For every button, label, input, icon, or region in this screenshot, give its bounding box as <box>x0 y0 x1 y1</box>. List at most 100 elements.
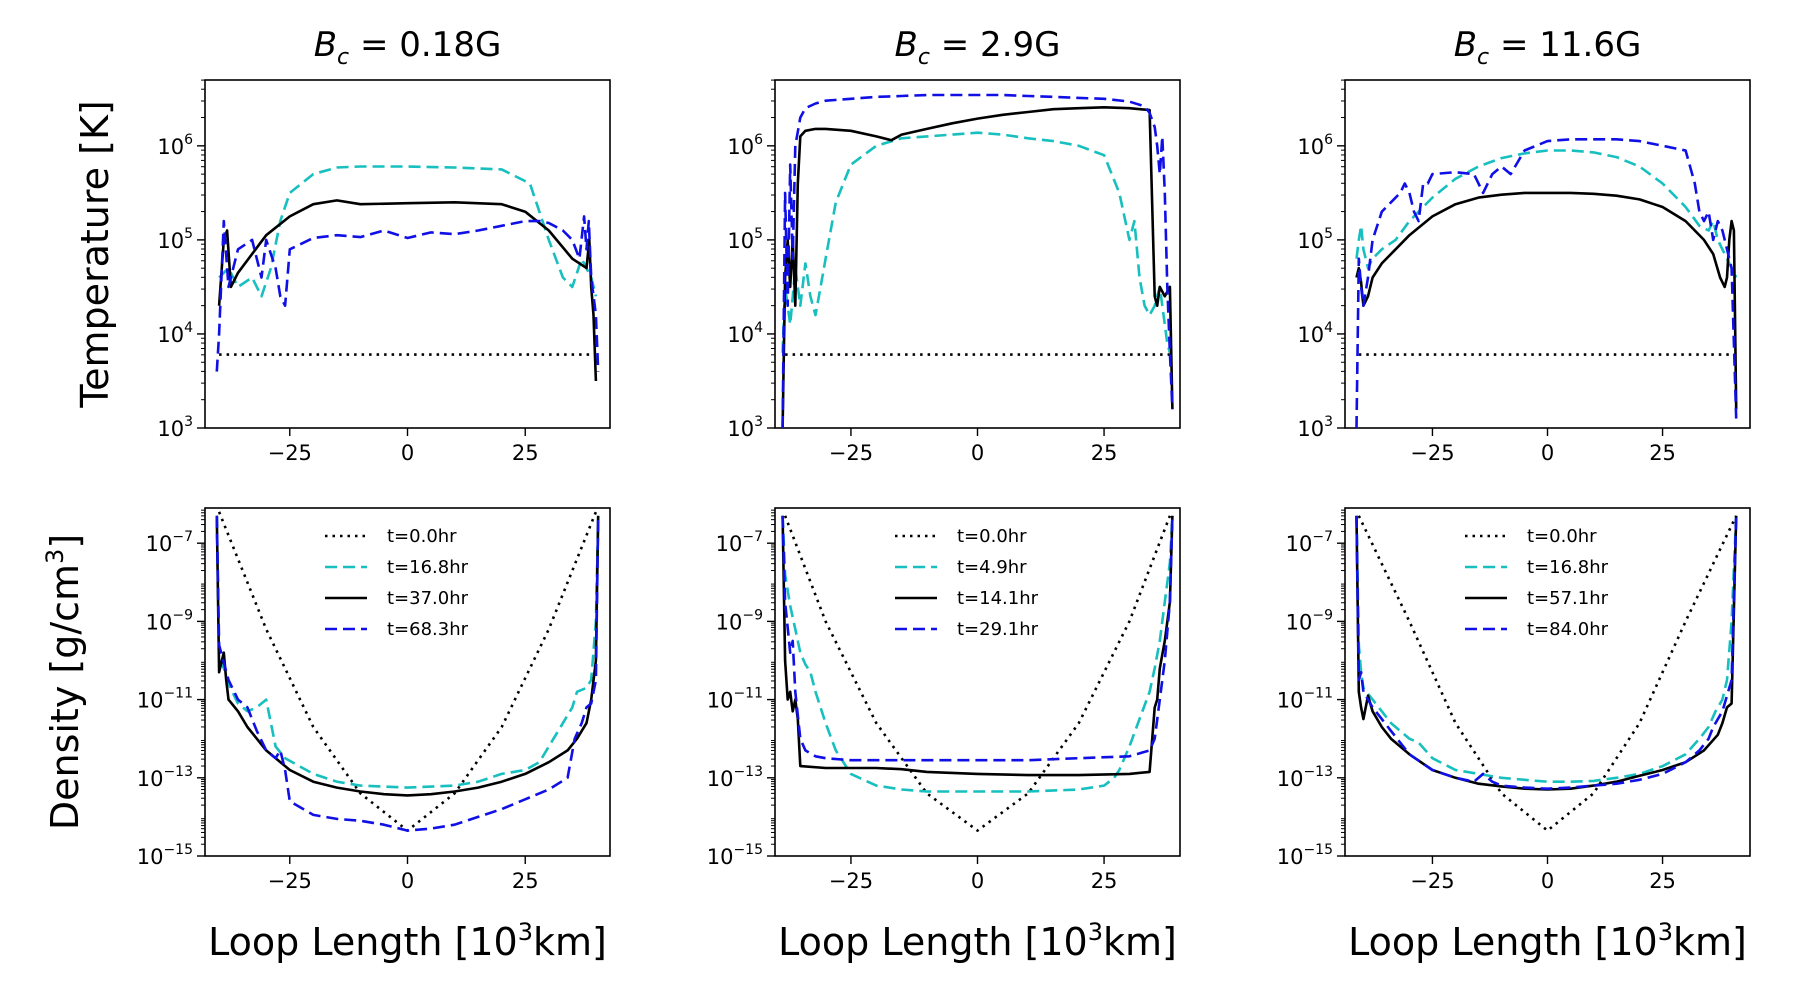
density-ytick-label: 10−15 <box>707 842 763 869</box>
density-ytick-exp: −13 <box>1303 764 1333 780</box>
density-ytick-exp: −11 <box>1303 686 1333 702</box>
density-ytick-exp: −15 <box>733 842 763 858</box>
x-axis-title-suffix: km] <box>1673 920 1747 964</box>
density-ytick-base: 10 <box>716 610 743 634</box>
density-ytick-exp: −7 <box>742 529 763 545</box>
density-ytick-base: 10 <box>1277 845 1304 869</box>
temperature-ytick-label: 104 <box>157 320 193 347</box>
temperature-ytick-base: 10 <box>1297 417 1324 441</box>
x-axis-title-sup: 3 <box>1658 918 1673 946</box>
temperature-ytick-exp: 5 <box>184 226 193 242</box>
density-ytick-base: 10 <box>707 689 734 713</box>
density-axis-title-sup: 3 <box>41 549 69 564</box>
x-axis-title-prefix: Loop Length [10 <box>778 920 1088 964</box>
temperature-ytick-label: 106 <box>727 132 763 159</box>
title-value: = 0.18G <box>349 25 501 65</box>
temperature-ytick-base: 10 <box>157 229 184 253</box>
temperature-ytick-exp: 4 <box>754 320 763 336</box>
title-value: = 11.6G <box>1489 25 1641 65</box>
density-series-t-16-8hr <box>1355 515 1738 784</box>
temperature-ytick-exp: 3 <box>754 414 763 430</box>
temperature-xtick-label: 25 <box>1649 441 1676 465</box>
title-value: = 2.9G <box>930 25 1061 65</box>
density-ytick-base: 10 <box>707 767 734 791</box>
density-xtick-label: −25 <box>268 869 312 893</box>
density-series-t-14-1hr <box>781 515 1174 777</box>
density-series-t-84-0hr <box>1355 515 1738 791</box>
title-subscript: c <box>918 45 930 70</box>
density-legend-label: t=68.3hr <box>387 619 469 640</box>
temperature-frame <box>204 79 611 429</box>
title-symbol: B <box>1454 25 1477 65</box>
temperature-ytick-exp: 5 <box>1324 226 1333 242</box>
temperature-ytick-base: 10 <box>157 323 184 347</box>
temperature-series-t-57-1hr <box>1355 191 1738 410</box>
temperature-series-t-84-0hr <box>1355 138 1738 429</box>
temperature-ytick-base: 10 <box>1297 229 1324 253</box>
density-ytick-label: 10−11 <box>137 686 193 713</box>
density-ytick-base: 10 <box>137 767 164 791</box>
density-series-t-4-9hr <box>781 515 1174 793</box>
title-symbol: B <box>895 25 918 65</box>
temperature-xtick-label: 0 <box>401 441 414 465</box>
panel-title: Bc = 0.18G <box>314 25 502 70</box>
density-ytick-label: 10−13 <box>1277 764 1333 791</box>
temperature-ytick-label: 104 <box>1297 320 1333 347</box>
temperature-series-t-37-0hr <box>217 199 598 382</box>
density-ytick-label: 10−11 <box>1277 686 1333 713</box>
density-ytick-label: 10−9 <box>146 607 193 634</box>
temperature-ytick-exp: 6 <box>184 132 193 148</box>
density-axis-title-prefix: Density [g/cm <box>43 564 87 830</box>
x-axis-title: Loop Length [103km] <box>778 918 1177 964</box>
density-legend-label: t=16.8hr <box>1527 557 1609 578</box>
temperature-xtick-label: 25 <box>1091 441 1118 465</box>
density-ytick-label: 10−15 <box>137 842 193 869</box>
density-ytick-exp: −15 <box>1303 842 1333 858</box>
density-ytick-exp: −9 <box>742 607 763 623</box>
temperature-ytick-label: 103 <box>157 414 193 441</box>
temperature-ytick-label: 105 <box>727 226 763 253</box>
density-ytick-base: 10 <box>707 845 734 869</box>
density-xtick-label: 0 <box>401 869 414 893</box>
density-ytick-exp: −13 <box>733 764 763 780</box>
density-ytick-label: 10−15 <box>1277 842 1333 869</box>
density-ytick-exp: −7 <box>1312 529 1333 545</box>
temperature-series-t-16-8hr <box>1355 149 1738 279</box>
density-legend-label: t=16.8hr <box>387 557 469 578</box>
density-xtick-label: 0 <box>971 869 984 893</box>
title-subscript: c <box>1477 45 1489 70</box>
x-axis-title-prefix: Loop Length [10 <box>1348 920 1658 964</box>
density-legend-label: t=0.0hr <box>387 526 457 547</box>
temperature-ytick-exp: 5 <box>754 226 763 242</box>
temperature-series-t-68-3hr <box>215 215 600 372</box>
density-ytick-base: 10 <box>137 845 164 869</box>
temperature-xtick-label: 0 <box>971 441 984 465</box>
density-ytick-base: 10 <box>716 532 743 556</box>
temperature-ytick-base: 10 <box>157 417 184 441</box>
density-ytick-base: 10 <box>1277 689 1304 713</box>
density-legend-label: t=84.0hr <box>1527 619 1609 640</box>
density-ytick-exp: −9 <box>1312 607 1333 623</box>
density-legend-label: t=0.0hr <box>1527 526 1597 547</box>
temperature-ytick-exp: 4 <box>184 320 193 336</box>
temperature-xtick-label: −25 <box>1410 441 1454 465</box>
density-ytick-label: 10−9 <box>716 607 763 634</box>
temperature-axis-title: Temperature [K] <box>73 100 117 408</box>
density-xtick-label: 25 <box>512 869 539 893</box>
temperature-xtick-label: 0 <box>1541 441 1554 465</box>
density-ytick-base: 10 <box>137 689 164 713</box>
temperature-xtick-label: 25 <box>512 441 539 465</box>
density-ytick-label: 10−7 <box>1286 529 1333 556</box>
density-ytick-exp: −13 <box>163 764 193 780</box>
temperature-ytick-base: 10 <box>1297 135 1324 159</box>
density-series-t-0-0hr <box>783 515 1172 832</box>
density-legend-label: t=14.1hr <box>957 588 1039 609</box>
